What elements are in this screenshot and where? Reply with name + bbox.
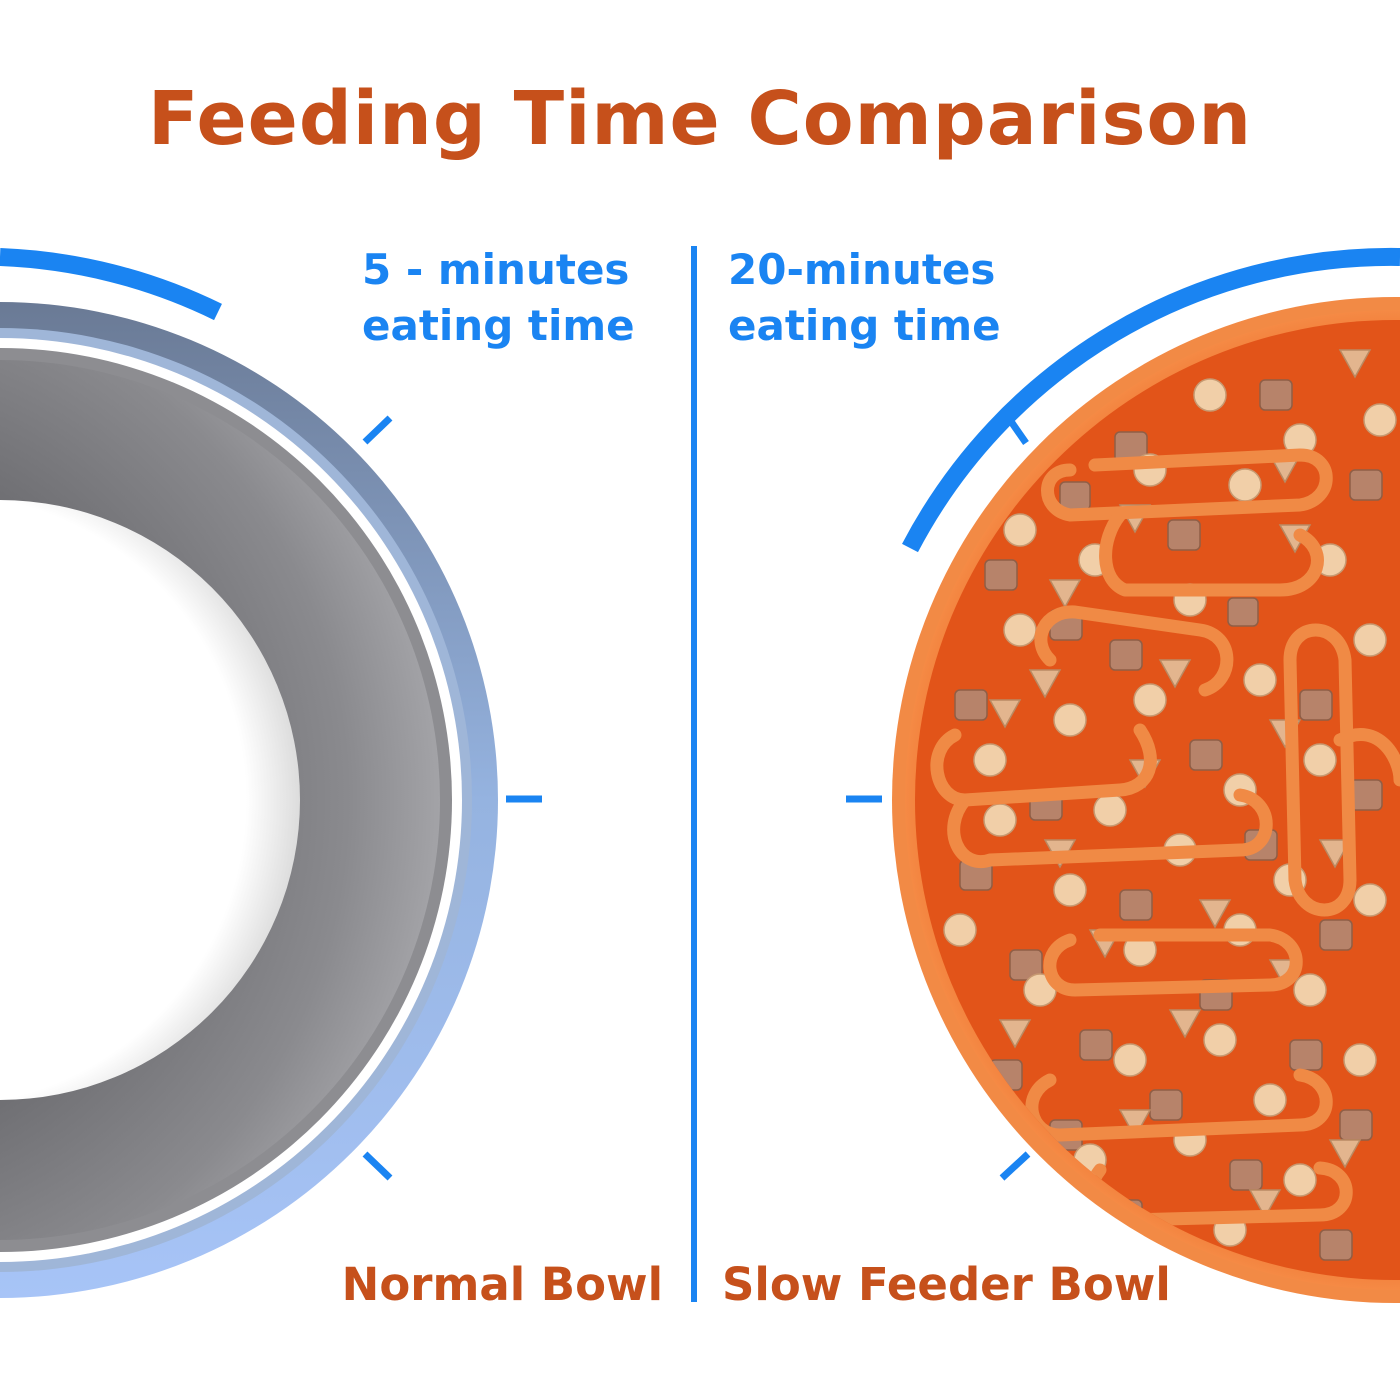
tick-mark xyxy=(362,415,393,445)
normal-bowl-label: Normal Bowl xyxy=(341,1258,663,1311)
slow-bowl-label: Slow Feeder Bowl xyxy=(722,1258,1171,1311)
page-title: Feeding Time Comparison xyxy=(147,76,1253,162)
tick-mark xyxy=(999,1151,1031,1181)
slow-bowl-time-caption: 20-minutes eating time xyxy=(728,242,1001,354)
tick-mark xyxy=(1007,418,1029,445)
slow-time-line1: 20-minutes xyxy=(728,245,996,294)
slow-feeder-bowl-icon xyxy=(892,297,1400,1303)
normal-time-line2: eating time xyxy=(362,301,635,350)
slow-time-line2: eating time xyxy=(728,301,1001,350)
normal-bowl-icon xyxy=(0,302,498,1298)
normal-timer-arc xyxy=(0,248,542,1181)
slow-timer-arc xyxy=(846,247,1400,1181)
normal-bowl-time-caption: 5 - minutes eating time xyxy=(362,242,635,354)
normal-time-line1: 5 - minutes xyxy=(362,245,630,294)
tick-mark xyxy=(362,1151,393,1181)
